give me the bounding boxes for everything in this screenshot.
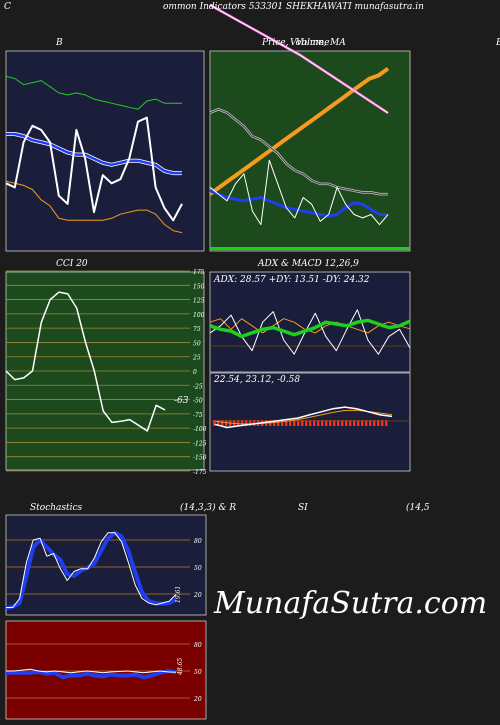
bb-lower-line [5,180,183,234]
macd-histogram-bar [213,420,216,426]
cci-line [5,291,166,432]
macd-histogram-bar [273,420,276,426]
stoch-tick-label: 80 [194,538,202,545]
rsi-value-label: 48.65 [177,658,184,676]
stoch-title: Stochastics [30,503,83,513]
cci-tick-label: -75 [193,412,203,419]
adx-line [209,318,411,339]
macd-histogram-bar [217,420,220,426]
macd-histogram-bar [377,420,380,426]
rsi-tick-label: 50 [194,669,202,676]
cci-value-label: -63 [174,396,189,406]
cci-tick-label: -175 [193,469,207,476]
adx-title: ADX & MACD 12,26,9 [258,259,359,269]
rsi-title-params: (14,5 [406,503,430,513]
cci-tick-label: -50 [193,398,203,405]
macd-histogram-bar [221,420,224,426]
macd-histogram-bar [301,420,304,426]
macd-histogram-bar [277,420,280,426]
price-title-price: Price, [262,38,289,48]
macd-histogram-bar [245,420,248,426]
bb-title: B [56,38,63,48]
header-left-letter: C [4,2,11,12]
macd-histogram-bar [341,420,344,426]
price-title-ma: MA [330,38,346,48]
stoch-tick-label: 50 [194,565,202,572]
macd-histogram-bar [337,420,340,426]
macd-histogram-bar [361,420,364,426]
macd-histogram-bar [369,420,372,426]
macd-histogram-bar [285,420,288,426]
cci-tick-label: -100 [193,426,207,433]
volume-bars [210,247,410,250]
cci-tick-label: -150 [193,455,207,462]
stoch-title-params: (14,3,3) & R [180,503,237,513]
bb-right-letter: B [496,38,500,48]
macd-histogram-bar [349,420,352,426]
macd-histogram-bar [325,420,328,426]
macd-histogram-bar [373,420,376,426]
cci-tick-label: 150 [193,283,205,290]
macd-histogram-bar [305,420,308,426]
macd-histogram-bar [253,420,256,426]
macd-histogram-bar [297,420,300,426]
price-ma-thick-line [208,66,390,196]
price-upper-pink-core [209,4,389,114]
macd-histogram-bar [309,420,312,426]
macd-histogram-bar [381,420,384,426]
cci-tick-label: 0 [193,369,197,376]
macd-histogram-bar [385,420,388,426]
adx-panel [209,271,411,373]
cci-tick-label: 75 [193,326,201,333]
adx-readout: ADX: 28.57 +DY: 13.51 -DY: 24.32 [214,275,370,285]
cci-title: CCI 20 [56,259,88,269]
macd-histogram-bar [289,420,292,426]
bb-panel [5,50,205,252]
macd-readout: 22.54, 23.12, -0.58 [214,375,301,385]
macd-histogram-bar [353,420,356,426]
macd-histogram-bar [345,420,348,426]
rsi-line [6,668,177,674]
cci-tick-label: 25 [192,355,201,362]
price-title-volume-overlap: Volume [296,38,330,48]
rsi-tick-label: 80 [194,642,202,649]
macd-histogram-bar [329,420,332,426]
rsi-smooth-line [6,669,177,680]
cci-tick-label: 175 [193,269,205,276]
cci-tick-label: 125 [193,298,205,305]
cci-tick-label: 50 [193,340,201,347]
macd-histogram-bar [237,420,240,426]
macd-histogram-bar [313,420,316,426]
cci-tick-label: -125 [193,440,207,447]
price-ma-long-core [209,108,388,195]
macd-line [214,406,393,429]
cci-tick-label: -25 [193,383,203,390]
price-panel [209,50,411,252]
watermark: MunafaSutra.com [214,586,488,621]
price-ma-blue-line [209,189,388,218]
header-title: ommon Indicators 533301 SHEKHAWATI munaf… [163,2,424,12]
price-close-line [209,159,389,226]
macd-histogram-bar [317,420,320,426]
macd-histogram-bar [365,420,368,426]
bb-upper-line [5,75,182,110]
cci-tick-label: 100 [193,312,205,319]
adx-plus-dy-line [209,309,411,355]
macd-histogram-bar [293,420,296,426]
macd-histogram-bar [321,420,324,426]
price-title-volume: Volume, [290,38,327,48]
stoch-d-line [5,530,177,611]
macd-histogram-bar [241,420,244,426]
rsi-title: SI [298,503,308,513]
stoch-value-label: 19.61 [175,586,182,603]
macd-histogram-bar [249,420,252,426]
macd-histogram-bar [357,420,360,426]
macd-histogram-bar [281,420,284,426]
rsi-tick-label: 20 [193,696,202,703]
macd-histogram-bar [333,420,336,426]
bb-price-line [5,116,183,222]
stoch-tick-label: 20 [193,592,202,599]
stoch-k-line [6,532,177,608]
